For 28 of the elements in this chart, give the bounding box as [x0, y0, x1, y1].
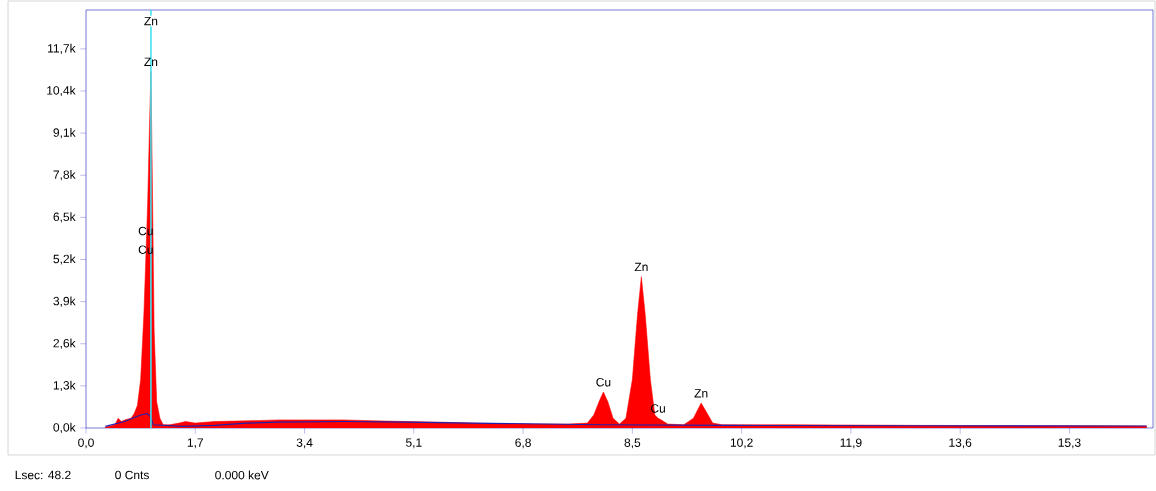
x-tick-label: 5,1: [405, 438, 422, 449]
y-tick-label: 11,7k: [48, 43, 76, 54]
x-tick-label: 11,9: [840, 438, 862, 449]
x-tick-label: 13,6: [949, 438, 972, 449]
x-tick-label: 10,2: [730, 438, 753, 449]
y-tick-label: 0,0k: [53, 422, 76, 434]
text: Lsec: 48.2: [15, 470, 71, 480]
x-tick-label: 15,3: [1058, 438, 1081, 449]
text: 0 Cnts: [115, 470, 149, 480]
x-tick-label: 8,5: [624, 438, 641, 449]
x-tick-label: 3,4: [296, 438, 313, 449]
y-tick-label: 2,6k: [53, 338, 76, 349]
x-tick-label: 1,7: [187, 438, 204, 449]
x-tick-label: 0,0: [78, 438, 94, 449]
y-tick-label: 5,2k: [53, 254, 76, 265]
y-tick-label: 9,1k: [53, 128, 76, 139]
y-tick-label: 10,4k: [47, 85, 76, 97]
y-tick-label: 7,8k: [53, 170, 76, 181]
annotation: Zn: [694, 389, 708, 398]
y-tick-label: 3,9k: [53, 296, 76, 307]
text: 0.000 keV: [215, 470, 269, 480]
y-tick-label: 6,5k: [53, 212, 76, 223]
annotation: Cu: [596, 377, 611, 387]
y-tick-label: 1,3k: [53, 380, 76, 391]
ref-line-label: Zn: [144, 16, 158, 26]
line-series: [104, 412, 1148, 427]
x-tick-label: 6,8: [515, 438, 531, 449]
annotation: Zn: [634, 262, 648, 272]
